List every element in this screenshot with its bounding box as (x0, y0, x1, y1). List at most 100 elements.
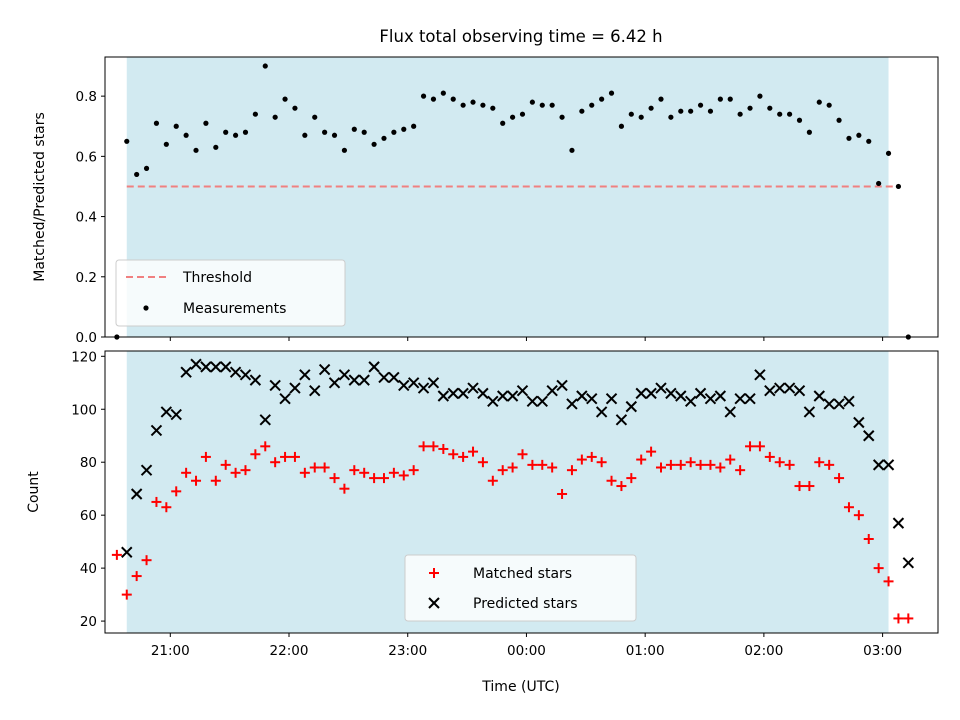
predicted-star-point (467, 382, 479, 394)
matched-star-point (309, 462, 320, 473)
measurement-point (341, 147, 348, 153)
predicted-star-point (457, 387, 469, 400)
predicted-star-point (477, 387, 489, 400)
matched-star-point (191, 475, 202, 486)
measurement-point (361, 129, 367, 135)
matched-star-point (883, 576, 894, 587)
measurement-point (836, 117, 842, 123)
matched-star-point (418, 441, 429, 452)
measurement-point (292, 105, 298, 111)
top-plot-frame (104, 56, 939, 338)
predicted-star-point (318, 363, 331, 376)
measurement-point (816, 99, 822, 105)
predicted-star-point (783, 382, 796, 394)
measurement-point (371, 141, 377, 147)
top-y-ticks: 0.0 0.2 0.4 0.6 0.8 (76, 89, 105, 346)
measurement-point (767, 105, 773, 111)
matched-star-point (468, 446, 479, 457)
predicted-star-point (536, 395, 548, 408)
measurement-point (173, 123, 179, 129)
predicted-star-point (714, 390, 727, 402)
legend-matched-label: Matched stars (473, 566, 572, 582)
top-y-tick-label: 0.0 (76, 330, 97, 346)
matched-star-point (626, 473, 637, 484)
matched-star-point (497, 465, 508, 476)
matched-star-point (141, 555, 152, 566)
matched-star-point (566, 465, 577, 476)
matched-star-point (685, 457, 696, 468)
x-tick-label: 00:00 (507, 643, 546, 659)
measurement-point (717, 96, 723, 102)
matched-star-point (448, 449, 459, 460)
matched-star-point (646, 446, 657, 457)
predicted-star-point (863, 430, 875, 442)
measurement-point (282, 96, 288, 102)
matched-star-point (131, 571, 142, 582)
measurement-point (232, 132, 239, 138)
measurement-point (351, 126, 357, 132)
matched-star-point (378, 473, 389, 484)
matched-star-point (200, 451, 211, 462)
measurement-point (460, 102, 466, 108)
measurement-point (381, 135, 387, 141)
matched-star-point (210, 475, 221, 486)
matched-star-point (250, 449, 261, 460)
measurement-point (648, 105, 654, 111)
bottom-y-tick-label: 100 (71, 402, 97, 418)
matched-star-point (843, 502, 854, 513)
measurement-point (183, 132, 189, 138)
measurement-point (124, 138, 130, 144)
matched-star-point (280, 451, 291, 462)
bottom-legend: Matched stars Predicted stars (404, 554, 637, 622)
matched-star-point (349, 465, 360, 476)
predicted-star-point (823, 398, 835, 410)
predicted-star-point (526, 395, 539, 408)
x-tick-label: 23:00 (388, 643, 427, 659)
predicted-star-point (348, 374, 361, 386)
measurement-point (895, 183, 902, 190)
measurement-point (302, 132, 308, 138)
bottom-x-ticks: 21:00 22:00 23:00 00:00 01:00 02:00 03:00 (151, 633, 902, 659)
matched-star-point (655, 462, 666, 473)
predicted-star-point (200, 361, 212, 373)
matched-star-point (408, 465, 419, 476)
bottom-plot-frame (104, 350, 939, 634)
predicted-star-point (180, 366, 192, 378)
measurement-point (796, 117, 803, 123)
matched-star-point (586, 451, 597, 462)
matched-star-point (853, 510, 864, 521)
matched-star-point (517, 449, 528, 460)
matched-star-point (151, 496, 162, 507)
predicted-star-point (516, 385, 529, 397)
measurement-point (826, 102, 832, 108)
measurement-point (430, 96, 437, 102)
measurement-point (143, 165, 150, 171)
predicted-star-point (655, 382, 667, 394)
measurement-point (193, 147, 199, 153)
predicted-star-point (675, 390, 687, 402)
measurement-point (866, 138, 872, 144)
measurement-point (697, 102, 704, 108)
matched-star-point (428, 441, 439, 452)
matched-star-point (804, 481, 815, 492)
predicted-star-point (625, 400, 638, 413)
legend-measurements-swatch (143, 305, 149, 311)
predicted-star-point (556, 379, 568, 392)
predicted-star-point (407, 377, 420, 389)
bottom-y-tick-label: 40 (80, 561, 97, 577)
measurement-point (658, 96, 664, 102)
predicted-star-point (605, 392, 618, 405)
measurement-point (242, 129, 249, 135)
matched-star-point (725, 454, 736, 465)
predicted-star-point (388, 371, 400, 384)
measurement-point (529, 99, 535, 105)
predicted-star-point (684, 395, 697, 408)
top-y-tick-label: 0.8 (76, 89, 97, 105)
predicted-star-point (249, 374, 262, 386)
x-tick-label: 01:00 (626, 643, 665, 659)
measurement-point (618, 123, 625, 129)
measurement-point (757, 93, 763, 99)
matched-star-point (794, 481, 805, 492)
matched-star-point (299, 467, 310, 478)
predicted-star-point (279, 392, 291, 405)
